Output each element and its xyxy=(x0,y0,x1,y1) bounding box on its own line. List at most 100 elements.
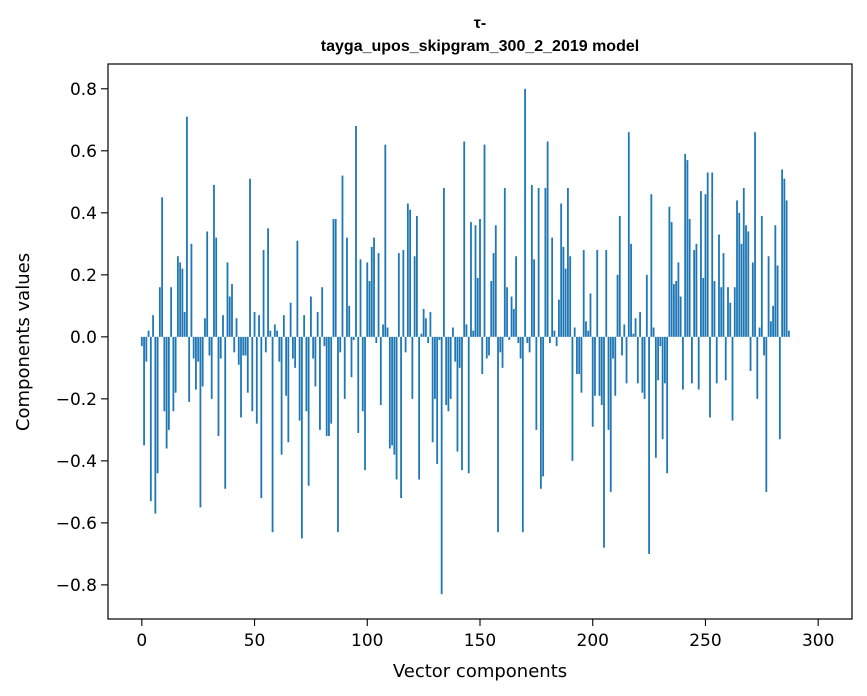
bar-208 xyxy=(609,336,612,492)
bar-13 xyxy=(170,287,173,337)
bar-234 xyxy=(668,206,671,337)
bar-10 xyxy=(163,336,166,412)
bar-42 xyxy=(235,318,238,337)
bar-211 xyxy=(616,274,619,337)
bar-133 xyxy=(440,336,443,595)
bar-37 xyxy=(224,336,227,489)
bar-140 xyxy=(456,336,459,452)
bar-279 xyxy=(769,321,772,337)
bar-88 xyxy=(339,336,342,353)
bar-141 xyxy=(458,336,461,368)
bar-89 xyxy=(341,175,344,337)
bar-4 xyxy=(149,336,152,502)
bar-205 xyxy=(603,336,605,548)
bar-200 xyxy=(591,336,594,427)
x-axis-ticks: 0 50 100 150 200 250 300 xyxy=(136,619,834,651)
bar-233 xyxy=(666,336,669,474)
bar-83 xyxy=(328,336,330,437)
y-tick-label: −0.4 xyxy=(56,452,97,472)
bar-75 xyxy=(310,296,312,337)
bar-267 xyxy=(742,188,745,337)
bar-90 xyxy=(343,336,346,399)
bar-261 xyxy=(729,302,732,337)
bar-7 xyxy=(156,336,159,474)
bar-117 xyxy=(404,336,407,353)
bar-242 xyxy=(686,160,689,337)
bar-102 xyxy=(370,246,373,337)
bar-195 xyxy=(580,336,583,393)
bar-219 xyxy=(634,318,637,337)
bar-275 xyxy=(760,215,763,337)
bar-204 xyxy=(600,336,603,406)
bar-175 xyxy=(535,336,538,430)
bar-250 xyxy=(704,194,707,337)
bar-251 xyxy=(706,172,709,337)
bar-65 xyxy=(287,336,290,443)
bar-22 xyxy=(190,243,193,337)
bar-188 xyxy=(564,268,567,337)
bar-93 xyxy=(350,336,353,378)
bar-158 xyxy=(497,336,499,533)
bar-147 xyxy=(472,330,475,337)
bar-39 xyxy=(228,296,231,337)
bar-53 xyxy=(260,336,263,499)
bar-111 xyxy=(391,336,393,446)
bar-68 xyxy=(294,336,297,368)
bar-32 xyxy=(213,184,215,337)
bar-269 xyxy=(747,231,750,337)
bar-185 xyxy=(558,299,560,337)
bar-27 xyxy=(201,336,204,387)
bar-51 xyxy=(255,336,258,424)
bar-229 xyxy=(657,336,660,381)
bar-162 xyxy=(506,287,508,337)
bar-29 xyxy=(206,231,209,337)
bar-274 xyxy=(758,327,761,337)
bar-20 xyxy=(186,116,188,337)
bar-206 xyxy=(605,250,608,337)
bar-34 xyxy=(217,336,220,437)
bar-260 xyxy=(727,287,729,337)
bar-66 xyxy=(289,302,292,337)
bar-256 xyxy=(718,234,720,337)
bar-126 xyxy=(424,318,427,337)
bar-96 xyxy=(357,336,360,433)
bar-33 xyxy=(215,237,218,337)
bar-241 xyxy=(684,153,687,337)
bar-252 xyxy=(709,336,711,418)
bar-103 xyxy=(373,237,375,337)
bar-174 xyxy=(533,259,536,337)
bar-169 xyxy=(521,336,524,533)
bar-12 xyxy=(167,336,170,430)
bar-179 xyxy=(544,188,547,337)
bar-286 xyxy=(785,200,788,337)
bar-186 xyxy=(560,203,563,337)
bar-62 xyxy=(280,336,283,455)
bar-124 xyxy=(420,333,423,337)
bar-55 xyxy=(264,336,267,353)
x-axis-label: Vector components xyxy=(393,661,567,682)
x-tick-label: 300 xyxy=(802,631,834,651)
bar-108 xyxy=(384,144,387,337)
bar-285 xyxy=(783,178,786,337)
chart-title-line2: tayga_upos_skipgram_300_2_2019 model xyxy=(321,38,639,55)
bar-112 xyxy=(393,336,396,455)
bar-220 xyxy=(636,336,639,384)
bar-104 xyxy=(375,336,378,344)
x-tick-label: 250 xyxy=(689,631,721,651)
bar-172 xyxy=(528,336,531,353)
bar-181 xyxy=(548,336,551,344)
bar-24 xyxy=(195,336,197,390)
bar-95 xyxy=(355,126,357,337)
bar-74 xyxy=(307,336,310,486)
bar-245 xyxy=(693,250,696,337)
bar-87 xyxy=(337,336,339,533)
bar-226 xyxy=(650,194,653,337)
bar-59 xyxy=(273,324,276,337)
bar-105 xyxy=(377,253,380,337)
bar-11 xyxy=(165,336,168,449)
bar-123 xyxy=(418,336,421,480)
bar-207 xyxy=(607,336,610,430)
bar-236 xyxy=(672,284,675,337)
bar-243 xyxy=(688,219,691,337)
bar-246 xyxy=(695,243,698,337)
